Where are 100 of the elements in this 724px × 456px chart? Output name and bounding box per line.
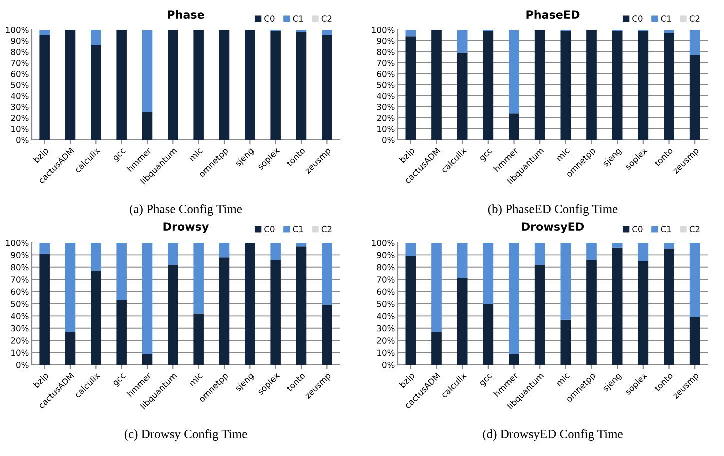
x-tick-label: gcc (113, 373, 128, 388)
bar (432, 30, 442, 140)
legend-label: C0 (632, 16, 643, 22)
legend-label: C1 (293, 16, 304, 22)
y-tick-label: 80% (377, 48, 395, 56)
bar (560, 31, 572, 140)
bar (116, 243, 127, 300)
bar (432, 332, 442, 365)
bar (40, 243, 50, 254)
bar (142, 30, 153, 112)
y-tick-label: 20% (377, 338, 395, 344)
y-tick-label: 20% (377, 114, 395, 122)
y-tick-label: 100% (6, 240, 29, 246)
bar (406, 36, 416, 140)
bar (664, 249, 674, 365)
bar (270, 243, 281, 260)
y-tick-label: 70% (377, 60, 395, 66)
y-tick-label: 40% (377, 313, 395, 320)
bar (432, 243, 442, 332)
legend-label: C0 (264, 16, 275, 22)
y-tick-label: 70% (377, 276, 395, 283)
bar (245, 243, 256, 365)
y-tick-label: 90% (377, 252, 395, 258)
y-tick-label: 30% (377, 325, 395, 332)
bar (116, 300, 127, 365)
y-tick-label: 10% (12, 350, 29, 356)
bar (483, 304, 494, 365)
bar (638, 261, 649, 365)
y-tick-label: 70% (11, 276, 29, 283)
bar (168, 243, 178, 265)
legend-label: C0 (632, 226, 643, 233)
bar (612, 31, 623, 140)
legend-label: C0 (264, 226, 275, 233)
bar (457, 243, 468, 278)
bar (219, 258, 230, 365)
y-tick-label: 90% (11, 38, 29, 44)
bar (296, 243, 307, 247)
bar (457, 278, 468, 365)
bar (638, 31, 649, 140)
bar (586, 243, 597, 260)
bar (142, 243, 153, 354)
bar (65, 30, 76, 140)
y-tick-label: 0% (382, 136, 395, 144)
bar (664, 33, 674, 140)
chart-title: DrowsyED (522, 222, 584, 234)
y-tick-label: 50% (377, 300, 395, 308)
bar (586, 30, 597, 140)
y-tick-label: 60% (11, 288, 29, 296)
y-tick-label: 50% (11, 300, 29, 308)
bar (690, 55, 700, 140)
y-tick-label: 0% (382, 362, 395, 368)
bar (142, 354, 153, 365)
y-tick-label: 10% (378, 350, 395, 356)
bar (322, 305, 332, 365)
bar (690, 243, 700, 318)
bar (690, 30, 700, 56)
text: (b) PhaseED Config Time (488, 204, 618, 216)
bar (219, 243, 230, 258)
legend-label: C1 (293, 226, 304, 233)
chart-title: Drowsy (164, 222, 210, 234)
bar (690, 317, 700, 365)
y-tick-label: 30% (11, 104, 29, 110)
y-tick-label: 80% (11, 264, 29, 271)
legend-label: C2 (322, 226, 332, 233)
y-tick-label: 50% (377, 82, 395, 88)
bar (40, 254, 50, 365)
y-tick-label: 80% (11, 48, 29, 56)
y-tick-label: 10% (12, 126, 29, 132)
bar (270, 260, 281, 365)
legend-label: C2 (322, 16, 332, 22)
bar (534, 243, 546, 265)
bar (270, 31, 281, 140)
bar (457, 53, 468, 140)
bar (560, 243, 572, 320)
x-tick-label: gcc (113, 148, 128, 163)
y-tick-label: 60% (377, 70, 395, 78)
y-tick-label: 100% (372, 26, 395, 34)
y-tick-label: 20% (11, 114, 29, 122)
bar (91, 45, 102, 140)
legend-label: C1 (661, 16, 672, 22)
bar (406, 256, 416, 365)
y-tick-label: 60% (377, 288, 395, 296)
bar (168, 264, 178, 365)
legend-label: C2 (690, 16, 700, 22)
legend-label: C1 (661, 226, 672, 233)
bar (40, 30, 50, 36)
text: (d) DrowsyED Config Time (483, 430, 623, 441)
bar (483, 31, 494, 140)
y-tick-label: 40% (11, 313, 29, 320)
bar (483, 243, 494, 304)
bar (219, 30, 230, 140)
y-tick-label: 30% (11, 325, 29, 332)
bar (194, 243, 204, 314)
bar (116, 30, 127, 140)
bar (40, 36, 50, 140)
bar (296, 32, 307, 140)
y-tick-label: 0% (16, 362, 29, 368)
bar (586, 260, 597, 365)
y-tick-label: 20% (11, 338, 29, 344)
bar (168, 30, 178, 140)
